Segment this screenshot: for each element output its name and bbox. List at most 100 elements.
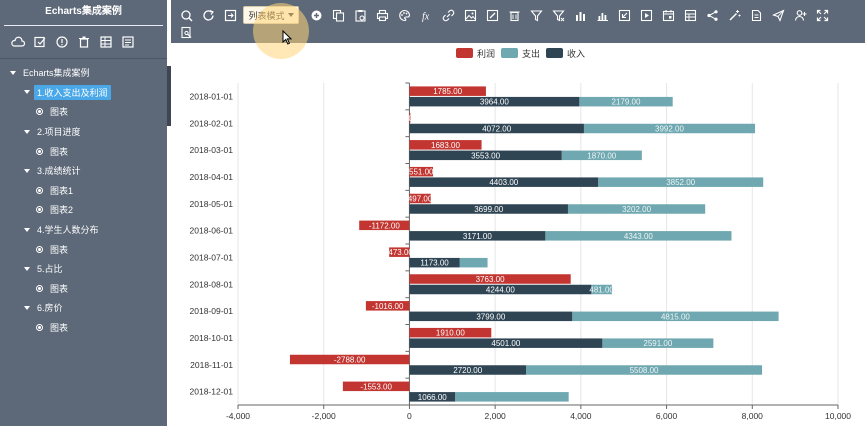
paste-icon[interactable] — [349, 6, 371, 24]
calendar-icon[interactable] — [657, 6, 679, 24]
expense-bar-label: 2179.00 — [612, 98, 641, 107]
expense-bar-label: 2591.00 — [643, 339, 672, 348]
document-icon[interactable] — [745, 6, 767, 24]
trash-icon[interactable] — [75, 33, 93, 51]
tree-item-label: 2.项目进度 — [37, 127, 81, 138]
tree-leaf-item[interactable]: 图表2 — [0, 200, 167, 220]
expense-bar-label: 3202.00 — [622, 205, 651, 214]
caret-down-icon — [24, 227, 30, 232]
add-icon[interactable] — [305, 6, 327, 24]
profit-bar — [409, 86, 486, 96]
expense-bar — [545, 231, 732, 241]
expense-bar — [602, 338, 714, 348]
tree-folder-item[interactable]: 3.成绩统计 — [0, 161, 167, 181]
bar-chart-icon[interactable] — [569, 6, 591, 24]
expense-bar — [572, 311, 779, 322]
profit-bar — [359, 220, 410, 231]
filter-icon[interactable] — [525, 6, 547, 24]
clear-filter-icon[interactable] — [547, 6, 569, 24]
import-icon[interactable] — [613, 6, 635, 24]
export-icon[interactable] — [219, 6, 241, 24]
tree-leaf-item[interactable]: 图表 — [0, 102, 167, 122]
legend-swatch[interactable] — [456, 48, 473, 58]
play-icon[interactable] — [635, 6, 657, 24]
y-tick-label: 2018-08-01 — [190, 279, 234, 289]
cloud-icon[interactable] — [9, 33, 27, 51]
tree-leaf-item[interactable]: 图表 — [0, 279, 167, 299]
tree-folder-item[interactable]: 5.占比 — [0, 259, 167, 279]
chevron-down-icon — [287, 13, 294, 17]
tree-item-label: 图表 — [50, 283, 69, 294]
tree-folder-item[interactable]: 2.项目进度 — [0, 122, 167, 142]
legend-swatch[interactable] — [501, 48, 518, 58]
tree-folder-item[interactable]: 6.房价 — [0, 298, 167, 318]
toolbar-row-1: 列表模式 fx — [175, 5, 833, 25]
user-icon[interactable] — [789, 6, 811, 24]
chart-node-icon — [36, 245, 43, 253]
tree-folder-item[interactable]: 4.学生人数分布 — [0, 220, 167, 240]
database-icon[interactable] — [119, 33, 137, 51]
expense-bar — [567, 204, 706, 214]
page-setup-icon[interactable] — [175, 23, 197, 41]
chart-node-icon — [36, 186, 43, 194]
income-bar-label: 3799.00 — [476, 312, 505, 321]
income-bar-label: 4244.00 — [486, 286, 515, 295]
tree-leaf-item[interactable]: 图表 — [0, 141, 167, 161]
y-tick-label: 2018-12-01 — [190, 387, 234, 397]
toolbar-row-2 — [175, 24, 197, 40]
tree-item-label: 1.收入支出及利润 — [34, 84, 111, 100]
table-icon[interactable] — [679, 6, 701, 24]
tree-leaf-item[interactable]: 图表1 — [0, 181, 167, 201]
fullscreen-icon[interactable] — [811, 6, 833, 24]
chart-node-icon — [36, 147, 43, 155]
view-mode-select[interactable]: 列表模式 — [243, 6, 299, 24]
sidebar-collapse-handle[interactable] — [167, 66, 171, 126]
profit-bar-label: -2788.00 — [334, 356, 366, 365]
link-icon[interactable] — [437, 6, 459, 24]
x-tick-label: 4,000 — [570, 411, 592, 421]
profit-bar-label: 497.00 — [408, 195, 433, 204]
expense-bar — [561, 150, 642, 161]
formula-icon[interactable]: fx — [415, 6, 437, 24]
sidebar-divider — [0, 58, 167, 59]
x-tick-label: 6,000 — [656, 411, 678, 421]
y-tick-label: 2018-04-01 — [190, 172, 234, 182]
tree-folder-item[interactable]: 1.收入支出及利润 — [0, 83, 167, 103]
chart-node-icon — [36, 324, 43, 332]
y-tick-label: 2018-05-01 — [190, 199, 234, 209]
delete-icon[interactable] — [503, 6, 525, 24]
chart-node-icon — [36, 206, 43, 214]
expense-bar — [598, 177, 764, 187]
income-bar-label: 4501.00 — [491, 339, 520, 348]
share-icon[interactable] — [701, 6, 723, 24]
caret-down-icon — [24, 266, 30, 271]
search-icon[interactable] — [175, 6, 197, 24]
line-chart-icon[interactable] — [591, 6, 613, 24]
info-icon[interactable] — [53, 33, 71, 51]
tree-folder-item[interactable]: Echarts集成案例 — [0, 63, 167, 83]
magic-icon[interactable] — [723, 6, 745, 24]
income-bar-label: 2720.00 — [453, 366, 482, 375]
print-icon[interactable] — [371, 6, 393, 24]
image-icon[interactable] — [459, 6, 481, 24]
edit-icon[interactable] — [31, 33, 49, 51]
tree-item-label: 3.成绩统计 — [37, 166, 81, 177]
y-tick-label: 2018-03-01 — [190, 145, 234, 155]
tree-leaf-item[interactable]: 图表 — [0, 318, 167, 338]
caret-down-icon — [10, 70, 16, 75]
copy-icon[interactable] — [327, 6, 349, 24]
edit-data-icon[interactable] — [481, 6, 503, 24]
send-icon[interactable] — [767, 6, 789, 24]
toolbar: 列表模式 fx — [171, 0, 865, 43]
tree-leaf-item[interactable]: 图表 — [0, 239, 167, 259]
grid-icon[interactable] — [97, 33, 115, 51]
refresh-icon[interactable] — [197, 6, 219, 24]
y-tick-label: 2018-09-01 — [190, 306, 234, 316]
caret-down-icon — [24, 129, 30, 134]
expense-bar — [526, 365, 763, 375]
palette-icon[interactable] — [393, 6, 415, 24]
legend-swatch[interactable] — [546, 48, 563, 58]
x-tick-label: 10,000 — [825, 411, 851, 421]
category-tree: Echarts集成案例 1.收入支出及利润 图表 2.项目进度 图表 3.成绩统计 图表1 图… — [0, 63, 167, 337]
